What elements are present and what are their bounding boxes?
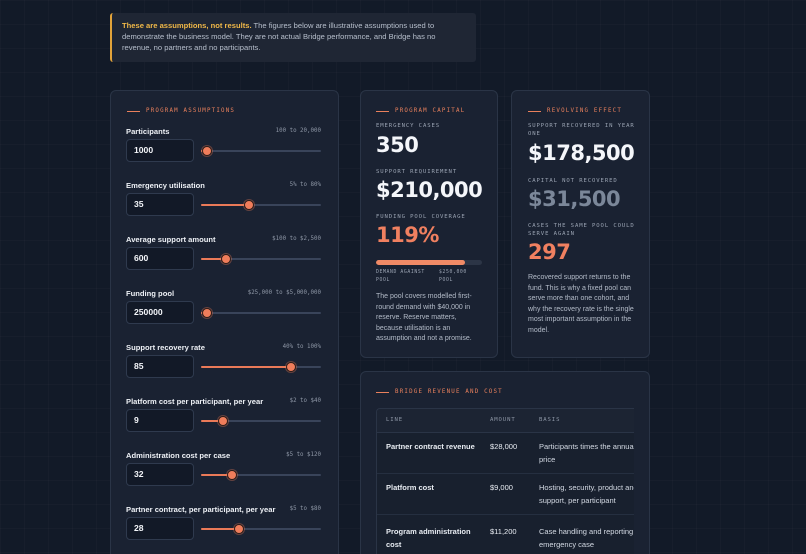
- field-label: Partner contract, per participant, per y…: [126, 505, 276, 514]
- funding-pool-slider[interactable]: [201, 308, 321, 318]
- field-administration-cost-per-case: Administration cost per case $5 to $120 32: [111, 451, 337, 505]
- support-recovery-rate-slider[interactable]: [201, 362, 321, 372]
- field-range: $25,000 to $5,000,000: [247, 290, 321, 296]
- table-row: Platform cost $9,000 Hosting, security, …: [377, 474, 634, 515]
- slider-fill: [201, 258, 227, 260]
- emergency-utilisation-input[interactable]: 35: [126, 193, 194, 216]
- bridge-revenue-heading: BRIDGE REVENUE AND COST: [376, 389, 503, 395]
- revenue-table-header: LINE AMOUNT BASIS: [377, 409, 634, 433]
- field-label: Average support amount: [126, 235, 216, 244]
- slider-thumb[interactable]: [286, 362, 296, 372]
- participants-slider[interactable]: [201, 146, 321, 156]
- assumptions-notice: These are assumptions, not results. The …: [110, 13, 476, 62]
- support-recovery-rate-input[interactable]: 85: [126, 355, 194, 378]
- partner-contract-per-participant-per-year-slider[interactable]: [201, 524, 321, 534]
- slider-thumb[interactable]: [244, 200, 254, 210]
- emergency-cases-label: EMERGENCY CASES: [376, 123, 441, 129]
- slider-fill: [201, 528, 240, 530]
- field-label: Administration cost per case: [126, 451, 231, 460]
- cases-serve-again-label: CASES THE SAME POOL COULD SERVE AGAIN: [528, 223, 635, 237]
- field-label: Support recovery rate: [126, 343, 205, 352]
- program-capital-heading: PROGRAM CAPITAL: [376, 108, 465, 114]
- slider-fill: [201, 474, 233, 476]
- field-range: $5 to $80: [289, 506, 321, 512]
- notice-highlight: These are assumptions, not results.: [122, 21, 252, 30]
- notice-text: The figures below are illustrative assum…: [122, 21, 436, 52]
- capital-not-recovered-label: CAPITAL NOT RECOVERED: [528, 178, 618, 184]
- program-assumptions-card: PROGRAM ASSUMPTIONS Participants 100 to 2…: [110, 90, 339, 554]
- coverage-bar-right-label: $250,000 POOL: [439, 270, 467, 283]
- field-range: $2 to $40: [289, 398, 321, 404]
- field-funding-pool: Funding pool $25,000 to $5,000,000 250000: [111, 289, 337, 343]
- revolving-effect-card: REVOLVING EFFECT SUPPORT RECOVERED IN YE…: [511, 90, 650, 358]
- capital-not-recovered-value: $31,500: [528, 187, 621, 211]
- slider-thumb[interactable]: [227, 470, 238, 480]
- administration-cost-per-case-input[interactable]: 32: [126, 463, 194, 486]
- average-support-amount-input[interactable]: 600: [126, 247, 194, 270]
- coverage-bar-fill: [376, 260, 466, 265]
- program-capital-card: PROGRAM CAPITAL EMERGENCY CASES 350 SUPP…: [360, 90, 498, 358]
- coverage-bar: [376, 260, 482, 265]
- slider-thumb[interactable]: [217, 416, 228, 426]
- administration-cost-per-case-slider[interactable]: [201, 470, 321, 480]
- support-requirement-label: SUPPORT REQUIREMENT: [376, 169, 458, 175]
- support-recovered-value: $178,500: [528, 141, 635, 165]
- bridge-revenue-card: BRIDGE REVENUE AND COST LINE AMOUNT BASI…: [360, 371, 650, 554]
- field-range: 40% to 100%: [282, 344, 321, 350]
- field-range: $5 to $120: [286, 452, 321, 458]
- cases-serve-again-value: 297: [528, 240, 571, 264]
- platform-cost-per-participant-per-year-input[interactable]: 9: [126, 409, 194, 432]
- field-label: Platform cost per participant, per year: [126, 397, 264, 406]
- column-basis: BASIS: [539, 417, 561, 423]
- slider-thumb[interactable]: [221, 254, 232, 264]
- program-capital-description: The pool covers modelled first-round dem…: [376, 293, 472, 342]
- program-assumptions-heading: PROGRAM ASSUMPTIONS: [127, 108, 235, 114]
- field-label: Participants: [126, 127, 170, 136]
- table-row: Partner contract revenue $28,000 Partici…: [377, 433, 634, 474]
- revenue-table: LINE AMOUNT BASIS Partner contract reven…: [376, 408, 634, 554]
- support-recovered-label: SUPPORT RECOVERED IN YEAR ONE: [528, 123, 635, 137]
- slider-fill: [201, 366, 291, 368]
- column-amount: AMOUNT: [490, 417, 516, 423]
- slider-fill: [201, 420, 223, 422]
- slider-fill: [201, 204, 249, 206]
- revolving-effect-heading: REVOLVING EFFECT: [528, 108, 622, 114]
- participants-input[interactable]: 1000: [126, 139, 194, 162]
- field-participants: Participants 100 to 20,000 1000: [111, 127, 337, 181]
- field-average-support-amount: Average support amount $100 to $2,500 600: [111, 235, 337, 289]
- field-range: 100 to 20,000: [275, 128, 321, 134]
- emergency-cases-value: 350: [376, 133, 419, 157]
- platform-cost-per-participant-per-year-slider[interactable]: [201, 416, 321, 426]
- field-support-recovery-rate: Support recovery rate 40% to 100% 85: [111, 343, 337, 397]
- coverage-bar-left-label: DEMAND AGAINST POOL: [376, 270, 425, 283]
- field-emergency-utilisation: Emergency utilisation 5% to 80% 35: [111, 181, 337, 235]
- column-line: LINE: [386, 417, 404, 423]
- slider-thumb[interactable]: [202, 308, 212, 318]
- funding-pool-coverage-label: FUNDING POOL COVERAGE: [376, 214, 466, 220]
- field-partner-contract-per-participant-per-year: Partner contract, per participant, per y…: [111, 505, 337, 554]
- slider-thumb[interactable]: [202, 146, 212, 156]
- table-row: Program administration cost $11,200 Case…: [386, 527, 634, 549]
- partner-contract-per-participant-per-year-input[interactable]: 28: [126, 517, 194, 540]
- emergency-utilisation-slider[interactable]: [201, 200, 321, 210]
- field-range: $100 to $2,500: [272, 236, 321, 242]
- average-support-amount-slider[interactable]: [201, 254, 321, 264]
- field-platform-cost-per-participant-per-year: Platform cost per participant, per year $…: [111, 397, 337, 451]
- field-label: Funding pool: [126, 289, 175, 298]
- slider-thumb[interactable]: [234, 524, 245, 534]
- funding-pool-input[interactable]: 250000: [126, 301, 194, 324]
- support-requirement-value: $210,000: [376, 178, 483, 202]
- field-range: 5% to 80%: [289, 182, 321, 188]
- revolving-effect-description: Recovered support returns to the fund. T…: [528, 274, 634, 334]
- funding-pool-coverage-value: 119%: [376, 223, 439, 247]
- field-label: Emergency utilisation: [126, 181, 205, 190]
